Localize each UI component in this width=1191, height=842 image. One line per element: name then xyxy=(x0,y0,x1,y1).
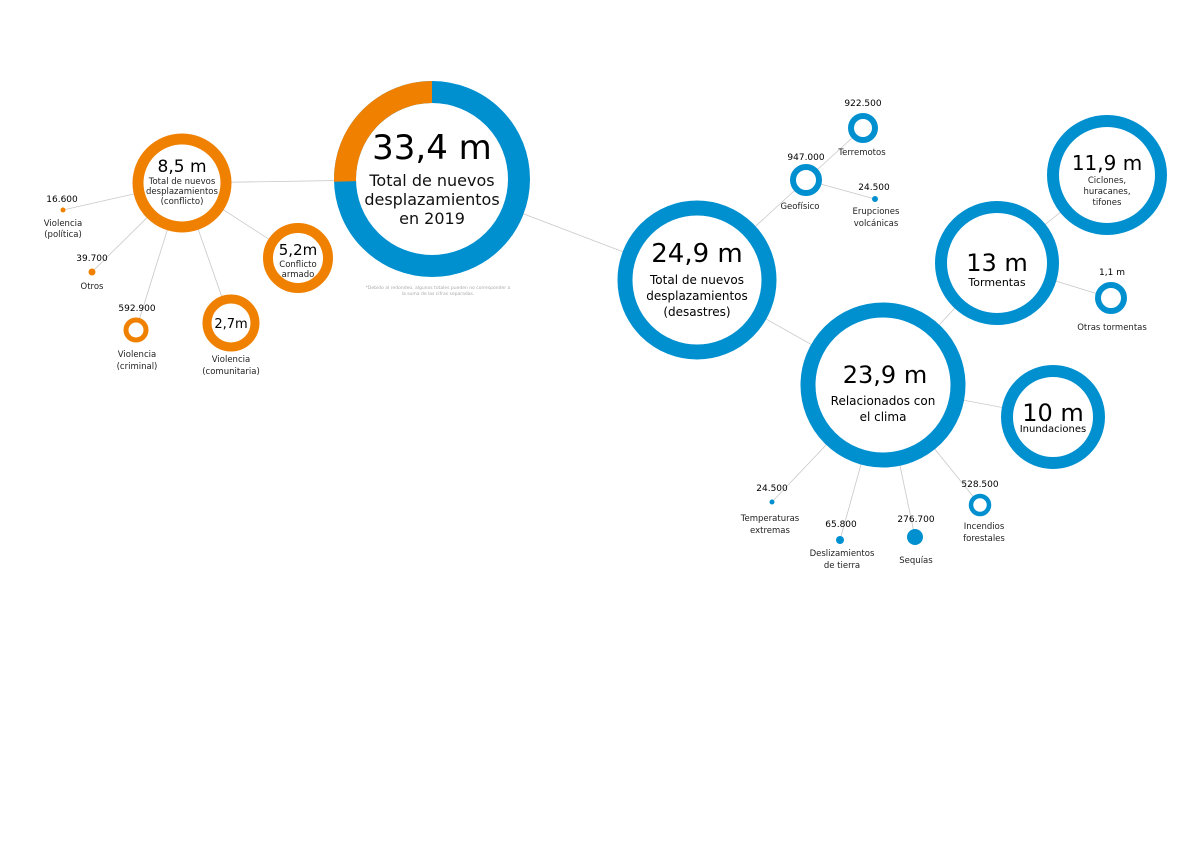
total-label-2: desplazamientos xyxy=(364,190,499,209)
other-storms-label: Otras tormentas xyxy=(1077,323,1147,333)
disasters-node: 24,9 m Total de nuevos desplazamientos (… xyxy=(617,200,777,360)
landslides-label-2: de tierra xyxy=(824,561,860,571)
political-label-1: Violencia xyxy=(44,219,82,229)
wildfires-label-1: Incendios xyxy=(964,522,1005,532)
geophysical-value: 947.000 xyxy=(787,153,824,163)
conflict-value: 8,5 m xyxy=(158,157,207,177)
extreme-temps-value: 24.500 xyxy=(756,484,788,494)
footnote-2: la suma de las cifras separadas. xyxy=(402,291,474,297)
landslides-label-1: Deslizamientos xyxy=(810,549,875,559)
climate-label-2: el clima xyxy=(860,410,907,424)
cyclones-label-2: huracanes, xyxy=(1083,187,1130,197)
conflict-label-3: (conflicto) xyxy=(161,197,204,207)
communal-label-1: Violencia xyxy=(212,355,250,365)
conflict-label-1: Total de nuevos xyxy=(148,177,216,187)
extreme-temps-label-1: Temperaturas xyxy=(740,514,800,524)
total-label-3: en 2019 xyxy=(399,209,465,228)
storms-value: 13 m xyxy=(966,249,1028,277)
disasters-label-2: desplazamientos xyxy=(646,289,748,303)
cyclones-label-3: tifones xyxy=(1093,198,1123,208)
wildfires-value: 528.500 xyxy=(961,480,998,490)
other-violence-node: 39.700 Otros xyxy=(76,254,108,292)
floods-label: Inundaciones xyxy=(1020,424,1087,435)
communal-label-2: (comunitaria) xyxy=(202,367,260,377)
armed-label-2: armado xyxy=(282,270,315,280)
other-value: 39.700 xyxy=(76,254,108,264)
other-storms-value: 1,1 m xyxy=(1099,268,1125,278)
landslides-value: 65.800 xyxy=(825,520,857,530)
total-node: 33,4 m Total de nuevos desplazamientos e… xyxy=(334,81,530,277)
earthquakes-node: 922.500 Terremotos xyxy=(837,99,886,158)
floods-value: 10 m xyxy=(1022,399,1084,427)
armed-conflict-node: 5,2m Conflicto armado xyxy=(263,223,333,293)
drought-label: Sequías xyxy=(899,556,933,566)
wildfires-node: 528.500 Incendios forestales xyxy=(961,480,1005,544)
geophysical-node: 947.000 Geofísico xyxy=(780,153,824,212)
extreme-temps-label-2: extremas xyxy=(750,526,790,536)
armed-label-1: Conflicto xyxy=(279,260,316,270)
drought-value: 276.700 xyxy=(897,515,934,525)
floods-node: 10 m Inundaciones xyxy=(1001,365,1105,469)
disasters-label-1: Total de nuevos xyxy=(649,273,744,287)
storms-label: Tormentas xyxy=(967,276,1025,289)
drought-node: 276.700 Sequías xyxy=(897,515,934,566)
criminal-violence-node: 592.900 Violencia (criminal) xyxy=(117,304,158,372)
political-value: 16.600 xyxy=(46,195,78,205)
geophysical-label: Geofísico xyxy=(780,202,819,212)
footnote-1: *Debido al redondeo, algunos totales pue… xyxy=(366,285,511,291)
extreme-temps-node: 24.500 Temperaturas extremas xyxy=(740,484,800,536)
earthquakes-label: Terremotos xyxy=(837,148,886,158)
volcanic-value: 24.500 xyxy=(858,183,890,193)
political-violence-node: 16.600 Violencia (política) xyxy=(44,195,82,240)
criminal-label-2: (criminal) xyxy=(117,362,158,372)
volcanic-label-1: Erupciones xyxy=(853,207,901,217)
disasters-label-3: (desastres) xyxy=(663,305,730,319)
total-conflict-arc xyxy=(334,81,433,182)
climate-label-1: Relacionados con xyxy=(831,394,936,408)
storms-node: 13 m Tormentas xyxy=(935,201,1059,325)
climate-node: 23,9 m Relacionados con el clima xyxy=(800,302,966,468)
criminal-value: 592.900 xyxy=(118,304,155,314)
total-value: 33,4 m xyxy=(372,128,492,168)
conflict-label-2: desplazamientos xyxy=(146,187,218,197)
wildfires-label-2: forestales xyxy=(963,534,1005,544)
other-storms-node: 1,1 m Otras tormentas xyxy=(1077,268,1147,333)
volcanic-label-2: volcánicas xyxy=(854,219,899,229)
conflict-node: 8,5 m Total de nuevos desplazamientos (c… xyxy=(132,133,232,233)
landslides-node: 65.800 Deslizamientos de tierra xyxy=(810,520,875,571)
climate-value: 23,9 m xyxy=(843,361,927,389)
political-label-2: (política) xyxy=(44,230,82,240)
cyclones-value: 11,9 m xyxy=(1072,151,1142,175)
total-label-1: Total de nuevos xyxy=(368,171,494,190)
volcanic-node: 24.500 Erupciones volcánicas xyxy=(853,183,901,229)
other-label: Otros xyxy=(81,282,105,292)
earthquakes-value: 922.500 xyxy=(844,99,881,109)
communal-violence-node: 2,7m Violencia (comunitaria) xyxy=(202,294,260,377)
cyclones-label-1: Ciclones, xyxy=(1088,176,1126,186)
cyclones-node: 11,9 m Ciclones, huracanes, tifones xyxy=(1047,115,1167,235)
armed-value: 5,2m xyxy=(279,241,317,259)
communal-value: 2,7m xyxy=(214,317,247,332)
criminal-label-1: Violencia xyxy=(118,350,156,360)
disasters-value: 24,9 m xyxy=(651,239,742,269)
